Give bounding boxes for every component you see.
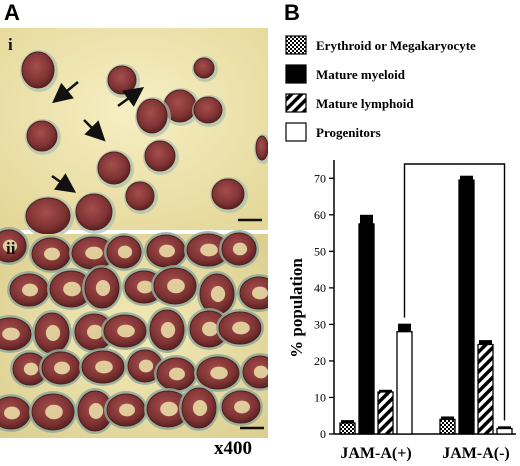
cell-nucleus (210, 177, 248, 213)
legend-swatch (285, 122, 307, 142)
legend-entry: Mature lymphoid (316, 96, 414, 111)
bar (377, 391, 394, 435)
x-tick-label: JAM-A(-) (442, 445, 510, 462)
bar-chart: 0 10 20 30 40 50 60 70 JAM-A(+) JAM-A(-) % popula… (287, 160, 516, 462)
significance-bracket (403, 163, 506, 421)
cell (184, 231, 232, 269)
cell-nucleus (254, 134, 268, 164)
cell (179, 385, 219, 431)
arrows-i (51, 81, 145, 193)
cell-nucleus (25, 119, 61, 155)
cell (104, 233, 144, 271)
cell (197, 271, 237, 317)
cell (29, 391, 77, 433)
cell (75, 388, 115, 434)
cell (194, 354, 242, 392)
cell-nucleus (124, 180, 158, 214)
y-tick-label: 60 (314, 208, 326, 222)
cell-nucleus (96, 150, 134, 188)
cell-nucleus (24, 196, 74, 238)
cell (101, 312, 149, 350)
micrograph-panel: i ii (0, 28, 268, 438)
magnification-label: x400 (214, 438, 252, 459)
subpanel-ii-label: ii (6, 239, 16, 258)
bar (396, 331, 413, 435)
arrow-icon (52, 81, 79, 104)
legend-swatch (285, 93, 307, 113)
y-tick-label: 30 (314, 317, 326, 331)
cell (0, 315, 34, 353)
cell (79, 348, 127, 386)
cell (151, 265, 199, 307)
cell (29, 235, 73, 273)
y-tick-label: 40 (314, 281, 326, 295)
panel-b-label: B (284, 0, 300, 25)
chart-legend: Erythroid or Megakaryocyte Mature myeloid… (285, 35, 476, 142)
y-tick-label: 10 (314, 390, 326, 404)
panel-a-label: A (4, 0, 20, 25)
arrow-icon (117, 87, 145, 108)
y-tick-label: 0 (320, 427, 326, 441)
y-axis-label: % population (287, 258, 306, 358)
legend-entry: Erythroid or Megakaryocyte (316, 38, 476, 53)
cell (240, 353, 268, 391)
cell (32, 310, 72, 356)
subpanel-i-label: i (8, 35, 13, 54)
bar (439, 418, 456, 435)
bar (358, 223, 375, 435)
cell (10, 350, 50, 388)
cell-nucleus (192, 95, 226, 127)
cell (7, 271, 51, 309)
cell-nucleus (20, 50, 58, 92)
error-bar (398, 323, 411, 332)
error-bar (498, 426, 511, 429)
cell (154, 355, 198, 393)
error-bar (460, 175, 473, 181)
error-bar (441, 416, 454, 420)
y-tick-label: 50 (314, 244, 326, 258)
cell (82, 265, 122, 311)
cell (237, 274, 268, 312)
cell (0, 227, 29, 265)
cell (104, 391, 148, 429)
cell (39, 349, 83, 387)
error-bar (341, 420, 354, 424)
cell (0, 394, 33, 432)
cell-nucleus (192, 56, 218, 82)
legend-swatch (285, 64, 307, 84)
cell-nucleus (143, 139, 179, 175)
bar (458, 179, 475, 435)
cell-nucleus (162, 88, 200, 126)
cell-nucleus (74, 192, 116, 234)
cell (147, 307, 187, 353)
cell (144, 232, 188, 270)
legend-entry: Progenitors (316, 125, 381, 140)
y-tick-label: 20 (314, 354, 326, 368)
cells-ii (0, 227, 268, 434)
x-tick-label: JAM-A(+) (340, 445, 411, 462)
bar (496, 427, 513, 435)
error-bar (379, 389, 392, 392)
bar (477, 343, 494, 435)
error-bar (479, 340, 492, 345)
y-tick-label: 70 (314, 171, 326, 185)
cell (216, 309, 264, 347)
arrow-icon (83, 119, 106, 142)
arrow-icon (51, 173, 77, 193)
cells-i (20, 50, 268, 238)
error-bar (360, 214, 373, 224)
bar (339, 422, 356, 435)
cell (144, 388, 192, 430)
cell (219, 388, 263, 426)
legend-entry: Mature myeloid (316, 67, 406, 82)
cell (47, 268, 95, 310)
legend-swatch (285, 35, 307, 55)
cell (69, 234, 117, 272)
cell-nucleus (135, 97, 171, 137)
cell (219, 230, 259, 268)
